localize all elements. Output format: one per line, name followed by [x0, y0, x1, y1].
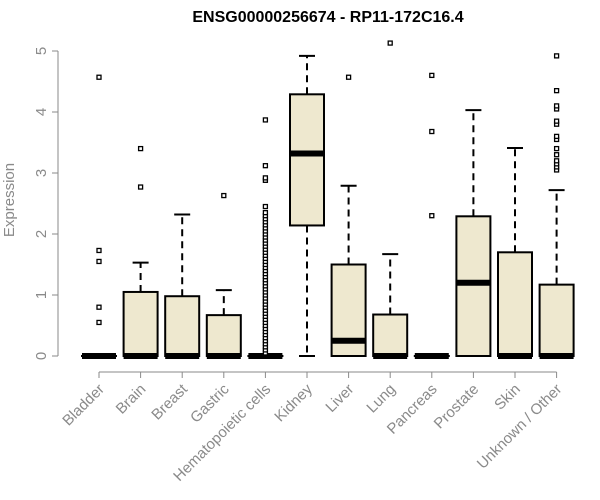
y-tick-label: 3 — [33, 169, 50, 177]
outlier-point — [429, 72, 435, 79]
outlier-point — [345, 74, 352, 80]
box-body — [289, 93, 325, 227]
box-gastric — [205, 192, 242, 359]
x-tick-label: Liver — [322, 381, 357, 416]
outlier-point — [429, 128, 435, 135]
box-body — [164, 295, 201, 357]
box-body — [497, 251, 533, 357]
box-prostate — [455, 109, 492, 357]
x-tick-label: Prostate — [431, 381, 483, 433]
box-liver — [330, 74, 367, 357]
y-axis: 0 1 2 3 4 5 — [33, 47, 59, 360]
box-skin — [497, 146, 533, 359]
box-body — [205, 314, 242, 358]
x-tick-label: Brain — [113, 381, 150, 418]
outlier-point — [262, 163, 269, 169]
box-unknown-other — [538, 53, 575, 359]
outlier-point — [137, 145, 144, 152]
x-tick-label: Skin — [491, 381, 524, 414]
outlier-point — [553, 88, 560, 94]
outlier-point — [262, 203, 269, 210]
box-pancreas — [413, 72, 450, 359]
outlier-point — [137, 184, 144, 190]
outlier-point — [96, 319, 102, 326]
x-tick-label: Breast — [148, 380, 191, 423]
x-tick-label: Bladder — [59, 381, 108, 430]
outlier-point — [553, 152, 560, 158]
y-tick-label: 4 — [33, 108, 50, 116]
outlier-point — [96, 304, 102, 310]
box-kidney — [289, 54, 325, 357]
box-hematopoietic-cells — [247, 117, 284, 359]
outlier-point — [262, 117, 269, 123]
outlier-point — [553, 158, 560, 164]
outlier-point — [262, 175, 269, 181]
outlier-point — [429, 213, 435, 219]
outlier-point — [262, 209, 269, 216]
x-tick-label: Kidney — [271, 380, 316, 425]
y-tick-label: 0 — [33, 352, 50, 360]
boxes-layer — [81, 40, 575, 359]
box-body — [455, 215, 492, 357]
box-body — [372, 313, 409, 357]
outlier-point — [553, 118, 560, 124]
outlier-point — [553, 53, 560, 59]
box-breast — [164, 213, 201, 359]
outlier-point — [553, 145, 560, 152]
outlier-point — [96, 74, 102, 80]
outlier-point — [553, 133, 560, 140]
box-bladder — [81, 74, 117, 359]
outlier-point — [96, 258, 102, 265]
box-lung — [372, 40, 409, 359]
outlier-point — [221, 192, 227, 199]
y-axis-title: Expression — [1, 163, 18, 237]
y-tick-label: 1 — [33, 291, 50, 299]
box-body — [122, 290, 159, 358]
box-body — [538, 283, 575, 358]
y-tick-label: 5 — [33, 47, 50, 55]
outlier-point — [96, 247, 102, 254]
outlier-point — [387, 40, 393, 46]
chart-title: ENSG00000256674 - RP11-172C16.4 — [192, 9, 463, 26]
box-brain — [122, 145, 159, 359]
outlier-point — [553, 103, 560, 109]
x-tick-label: Lung — [363, 381, 399, 417]
y-tick-label: 2 — [33, 230, 50, 238]
